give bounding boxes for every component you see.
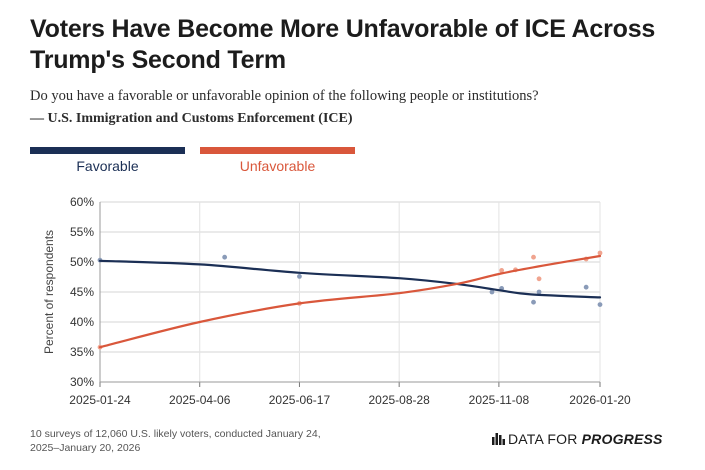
favorable-point — [489, 289, 495, 295]
unfavorable-point — [597, 250, 603, 256]
legend-favorable-label: Favorable — [76, 158, 139, 174]
legend-unfavorable-swatch — [200, 147, 355, 154]
y-tick-label: 60% — [70, 195, 94, 209]
y-tick-label: 50% — [70, 255, 94, 269]
footnote: 10 surveys of 12,060 U.S. likely voters,… — [30, 428, 321, 454]
unfavorable-trend-line — [98, 254, 602, 349]
favorable-point — [597, 302, 603, 307]
favorable-point — [583, 284, 589, 290]
favorable-point — [222, 254, 228, 260]
x-tick-label: 2025-11-08 — [469, 393, 530, 407]
favorable-point — [536, 289, 542, 295]
y-tick-label: 55% — [70, 225, 94, 239]
y-tick-label: 35% — [70, 345, 94, 359]
survey-question: Do you have a favorable or unfavorable o… — [30, 88, 539, 104]
x-tick-label: 2025-01-24 — [69, 393, 131, 407]
bar-chart-icon — [492, 433, 505, 445]
legend-unfavorable: Unfavorable — [200, 147, 355, 174]
x-tick-label: 2026-01-20 — [569, 393, 631, 407]
favorable-point — [531, 299, 536, 305]
legend-favorable: Favorable — [30, 147, 185, 174]
y-tick-label: 30% — [70, 375, 94, 389]
y-tick-label: 45% — [70, 285, 94, 299]
unfavorable-point — [531, 254, 536, 260]
brand-logo: DATA FOR PROGRESS — [492, 431, 663, 447]
y-tick-label: 40% — [70, 315, 94, 329]
legend-favorable-swatch — [30, 147, 185, 154]
x-tick-label: 2025-08-28 — [368, 393, 430, 407]
brand-prefix: DATA FOR — [508, 431, 582, 447]
unfavorable-point — [499, 268, 505, 273]
survey-subject: — U.S. Immigration and Customs Enforceme… — [30, 111, 353, 126]
unfavorable-point — [536, 276, 542, 282]
favorable-point — [297, 274, 302, 279]
favorable-trend-line — [98, 259, 602, 299]
x-tick-label: 2025-04-06 — [169, 393, 231, 407]
brand-emphasis: PROGRESS — [581, 431, 663, 447]
x-tick-label: 2025-06-17 — [269, 393, 331, 407]
y-axis-label: Percent of respondents — [42, 230, 56, 354]
chart-title: Voters Have Become More Unfavorable of I… — [30, 15, 656, 74]
legend-unfavorable-label: Unfavorable — [239, 158, 316, 174]
